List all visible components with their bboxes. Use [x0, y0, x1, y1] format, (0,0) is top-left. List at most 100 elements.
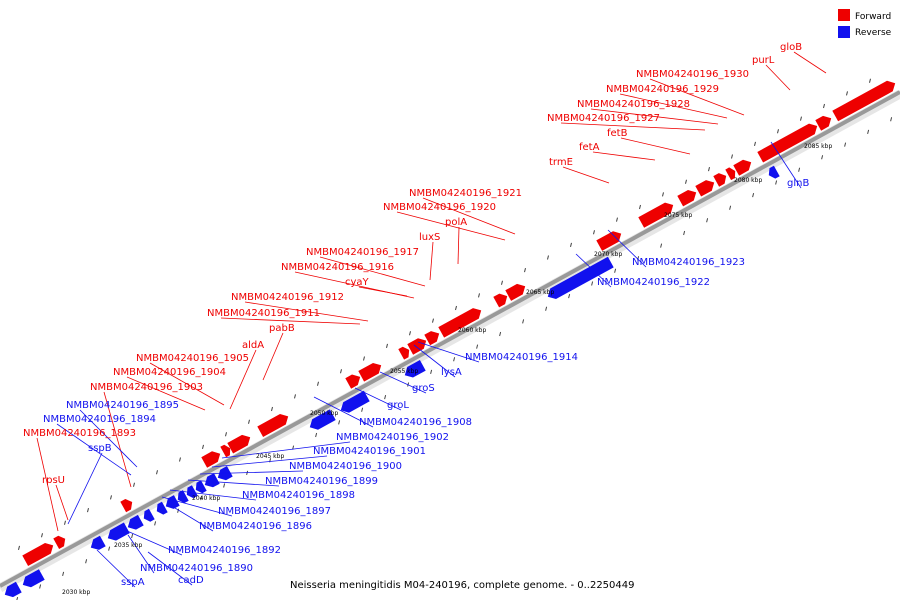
- tick-mark: [545, 306, 548, 311]
- forward-gene-arrow: [757, 123, 818, 163]
- tick-mark: [706, 218, 709, 223]
- forward-gene-arrow: [120, 499, 133, 513]
- tick-mark: [41, 533, 43, 538]
- scale-label: 2075 kbp: [664, 212, 692, 219]
- tick-mark: [777, 129, 779, 134]
- tick-mark: [501, 280, 503, 285]
- genes: [4, 80, 896, 598]
- tick-mark: [361, 407, 364, 412]
- reverse-gene-arrow: [547, 256, 614, 299]
- tick-mark: [248, 419, 250, 424]
- reverse-gene-label: NMBM04240196_1899: [265, 476, 378, 487]
- forward-gene-leader: [55, 484, 69, 521]
- legend: Forward Reverse: [838, 9, 892, 38]
- forward-gene-label: NMBM04240196_1893: [23, 428, 136, 439]
- forward-gene-leader: [319, 256, 426, 287]
- forward-gene-label: aldA: [242, 340, 264, 351]
- forward-gene-leader: [562, 166, 610, 184]
- tick-mark: [867, 129, 870, 135]
- forward-gene-arrow: [713, 173, 727, 187]
- forward-gene-arrow: [505, 283, 526, 301]
- caption: Neisseria meningitidis M04-240196, compl…: [290, 580, 635, 591]
- tick-mark: [798, 167, 801, 172]
- tick-mark: [340, 369, 342, 374]
- forward-gene-arrow: [596, 231, 622, 251]
- tick-mark: [685, 179, 687, 184]
- forward-gene-leader: [590, 108, 719, 125]
- forward-gene-label: NMBM04240196_1912: [231, 292, 344, 303]
- tick-mark: [202, 444, 204, 450]
- forward-gene-leader: [396, 211, 506, 241]
- tick-mark: [821, 155, 824, 160]
- reverse-gene-label: NMBM04240196_1897: [218, 506, 331, 517]
- forward-gene-label: NMBM04240196_1921: [409, 188, 522, 199]
- reverse-gene-leader: [379, 371, 427, 394]
- forward-gene-leader: [220, 317, 361, 325]
- forward-gene-label: NMBM04240196_1904: [113, 367, 226, 378]
- reverse-gene-label: NMBM04240196_1923: [632, 257, 745, 268]
- forward-gene-arrow: [638, 202, 674, 228]
- reverse-gene-arrow: [90, 535, 106, 550]
- reverse-gene-leader: [770, 141, 802, 189]
- forward-gene-leader: [262, 332, 284, 381]
- scale-label: 2085 kbp: [804, 143, 832, 150]
- forward-gene-arrow: [398, 346, 410, 360]
- scale-label: 2040 kbp: [192, 495, 220, 502]
- reverse-gene-arrow: [186, 485, 198, 499]
- forward-gene-label: NMBM04240196_1928: [577, 99, 690, 110]
- legend-forward-label: Forward: [855, 12, 891, 22]
- reverse-gene-label: NMBM04240196_1922: [597, 277, 710, 288]
- label-leaders: [36, 51, 827, 588]
- forward-gene-arrow: [815, 115, 832, 131]
- reverse-gene-label: glnB: [787, 178, 809, 189]
- reverse-gene-label: sspB: [88, 443, 112, 454]
- tick-mark: [683, 230, 686, 236]
- forward-gene-label: NMBM04240196_1903: [90, 382, 203, 393]
- tick-mark: [522, 319, 525, 324]
- forward-gene-arrow: [345, 374, 361, 389]
- scale-label: 2060 kbp: [458, 327, 486, 334]
- scale-label: 2035 kbp: [114, 542, 142, 549]
- legend-reverse-label: Reverse: [855, 28, 892, 38]
- forward-gene-leader: [620, 137, 691, 155]
- reverse-gene-label: NMBM04240196_1900: [289, 461, 402, 472]
- forward-gene-label: fetB: [607, 128, 628, 139]
- tick-mark: [593, 230, 595, 235]
- reverse-gene-arrow: [127, 514, 144, 530]
- tick-mark: [225, 432, 227, 437]
- forward-gene-leader: [36, 437, 59, 532]
- tick-mark: [315, 432, 318, 438]
- tick-mark: [729, 205, 732, 210]
- forward-gene-arrow: [257, 414, 289, 437]
- reverse-gene-arrow: [768, 165, 780, 179]
- tick-mark: [200, 495, 203, 501]
- forward-gene-arrow: [53, 535, 66, 549]
- tick-mark: [39, 584, 42, 589]
- tick-mark: [800, 116, 802, 121]
- reverse-gene-leader: [221, 441, 351, 459]
- tick-mark: [731, 154, 733, 159]
- reverse-gene-label: NMBM04240196_1892: [168, 545, 281, 556]
- forward-gene-arrow: [677, 190, 697, 207]
- reverse-gene-leader: [169, 504, 214, 532]
- tick-mark: [386, 343, 388, 349]
- forward-gene-label: pabB: [269, 323, 295, 334]
- reverse-gene-label: groS: [412, 383, 435, 394]
- forward-gene-leader: [429, 241, 434, 281]
- tick-mark: [87, 507, 89, 513]
- reverse-gene-arrow: [177, 490, 189, 504]
- reverse-gene-label: NMBM04240196_1914: [465, 352, 578, 363]
- tick-mark: [177, 508, 180, 513]
- tick-mark: [131, 533, 134, 539]
- forward-gene-arrow: [493, 293, 508, 308]
- gene-labels: rpsU NMBM04240196_1893 NMBM04240196_1903 NM…: [23, 42, 809, 588]
- forward-gene-arrow: [424, 331, 440, 346]
- tick-mark: [476, 344, 479, 349]
- forward-gene-label: NMBM04240196_1917: [306, 247, 419, 258]
- reverse-gene-leader: [354, 387, 402, 411]
- tick-mark: [294, 394, 296, 399]
- forward-gene-arrow: [22, 543, 54, 566]
- reverse-gene-arrow: [404, 360, 426, 378]
- reverse-gene-label: NMBM04240196_1895: [66, 400, 179, 411]
